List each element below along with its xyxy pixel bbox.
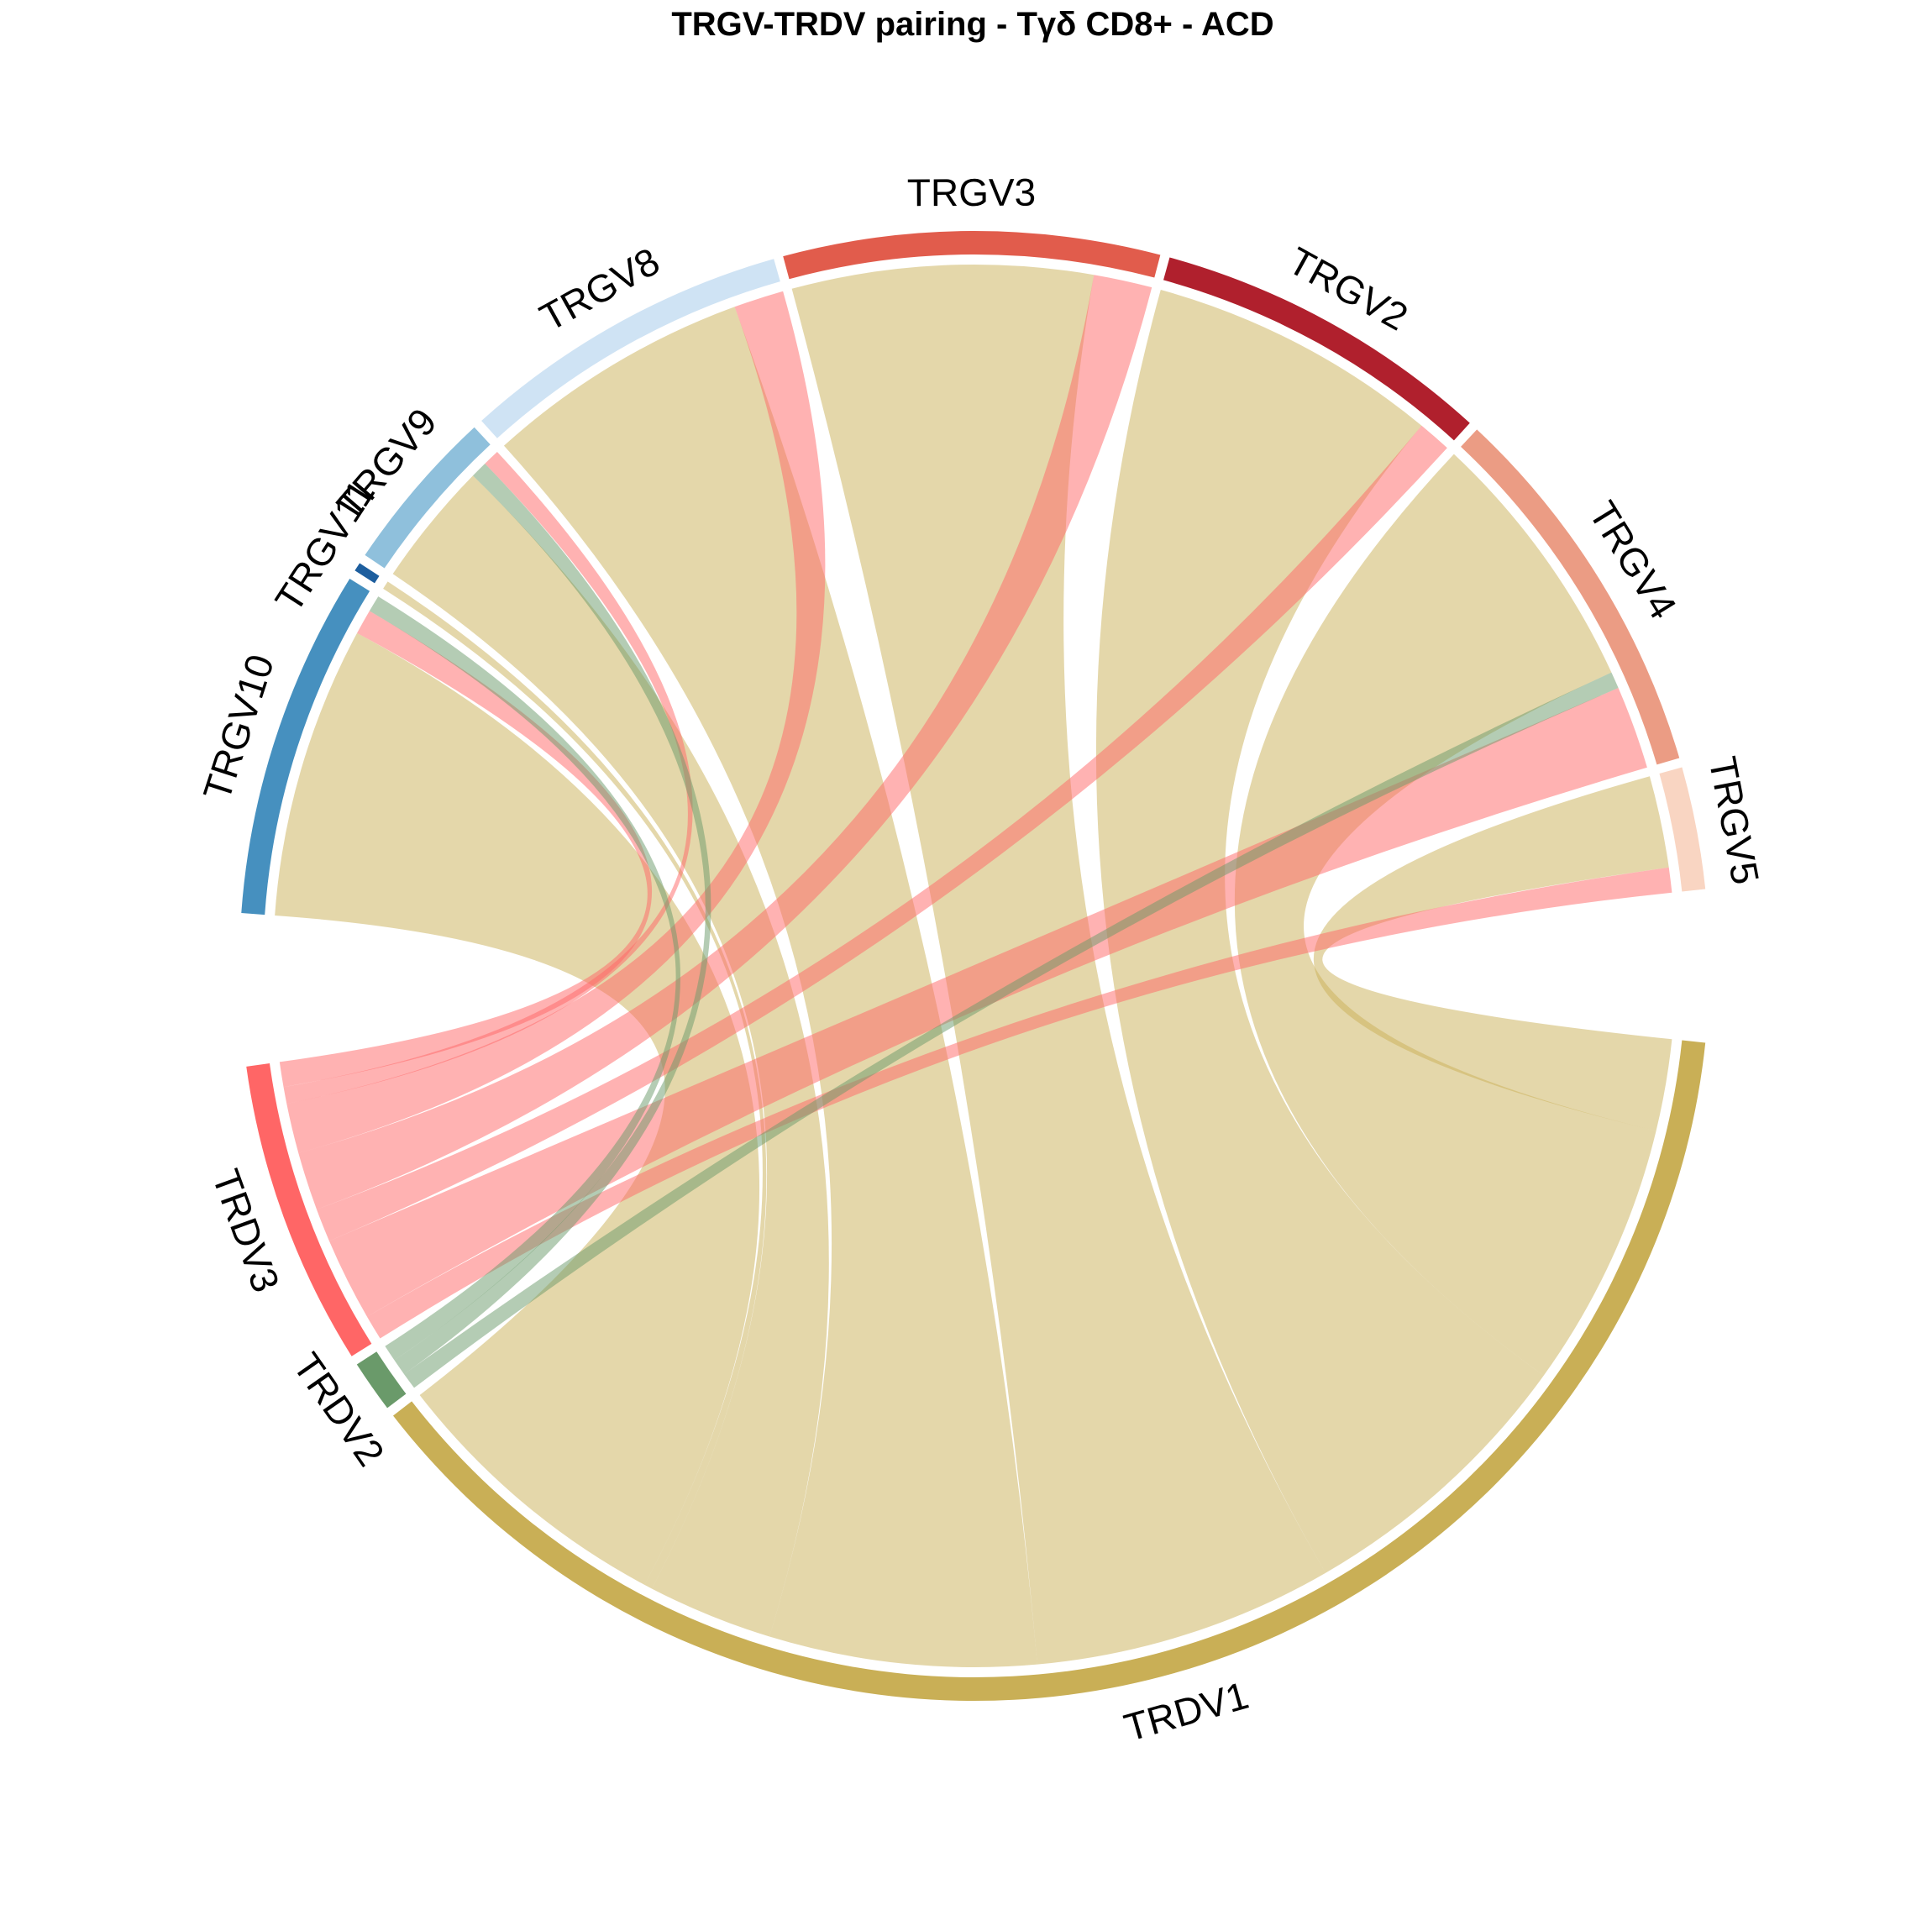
chord-link-trgv8-trdv1 bbox=[503, 307, 1037, 1667]
links-layer bbox=[275, 265, 1672, 1667]
sector-arc-trgv4 bbox=[1461, 429, 1680, 765]
chart-title: TRGV-TRDV pairing - Tγδ CD8+ - ACD bbox=[671, 6, 1273, 43]
sector-label-trgv5: TRGV5 bbox=[1701, 753, 1768, 888]
sector-arc-trgv8 bbox=[481, 259, 780, 438]
chord-link-trgv2-trdv1 bbox=[1095, 290, 1544, 1573]
sector-arc-trdv3 bbox=[246, 1063, 372, 1356]
sector-arc-trgv11 bbox=[354, 563, 380, 584]
chord-link-trgv9-trdv2 bbox=[394, 463, 711, 1375]
sector-label-trdv1: TRDV1 bbox=[1120, 1673, 1253, 1750]
chord-link-trgv10-trdv2 bbox=[369, 596, 681, 1361]
sector-arc-trgv9 bbox=[365, 427, 491, 569]
sector-arc-trgv10 bbox=[241, 579, 370, 916]
chord-link-trgv5-trdv1 bbox=[1313, 776, 1672, 1131]
sector-arc-trgv5 bbox=[1659, 767, 1706, 892]
chord-link-trgv8-trdv3 bbox=[286, 291, 826, 1153]
chord-link-trgv9-trdv1 bbox=[392, 475, 829, 1637]
sector-arc-trgv3 bbox=[783, 230, 1161, 280]
sectors-layer bbox=[241, 230, 1706, 1702]
chord-link-trgv4-trdv1 bbox=[1234, 454, 1656, 1376]
chord-link-trgv10-trdv1 bbox=[275, 632, 760, 1585]
sector-label-trgv3: TRGV3 bbox=[907, 171, 1037, 215]
sector-arc-trdv2 bbox=[356, 1351, 407, 1409]
sector-arc-trgv2 bbox=[1163, 257, 1470, 441]
